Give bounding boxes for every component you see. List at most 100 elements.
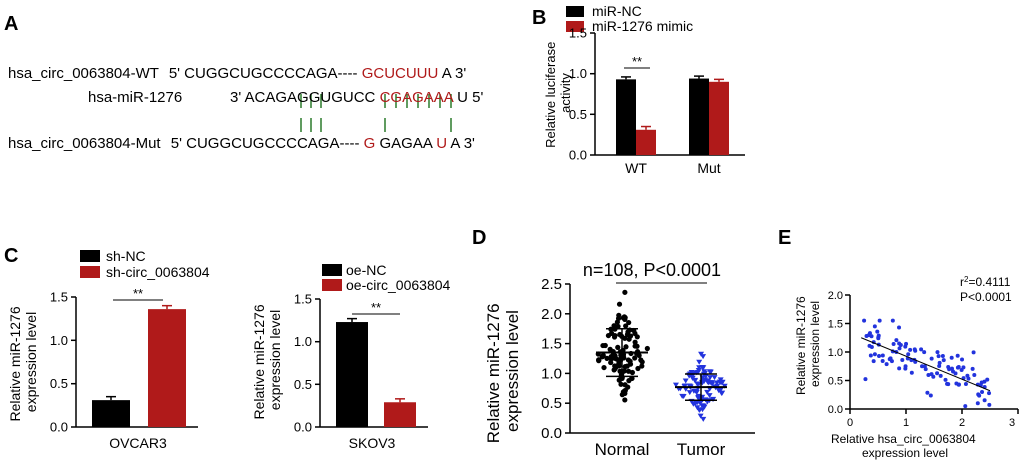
d-point-normal-48 [622, 397, 628, 403]
c2-y-ticks [315, 298, 320, 428]
d-point-normal-95 [619, 392, 625, 398]
c1-significance-label: ** [133, 286, 143, 301]
e-point-94 [912, 347, 917, 352]
e-point-54 [970, 366, 975, 371]
c2-bar-skov3-1 [384, 402, 416, 427]
e-point-52 [900, 357, 905, 362]
d-point-normal-93 [617, 331, 623, 338]
e-point-28 [975, 401, 980, 406]
legend-swatch-sh-circ [80, 266, 100, 278]
b-ytick-0: 0.0 [569, 148, 587, 163]
wt-suffix: A 3' [442, 65, 467, 82]
c1-bars [92, 304, 186, 427]
e-point-60 [888, 356, 893, 361]
d-point-normal-57 [626, 319, 632, 326]
mir-suffix: U 5' [457, 89, 483, 106]
d-point-normal-83 [607, 346, 613, 352]
legend-swatch-oe-circ [322, 279, 342, 291]
d-point-normal-34 [616, 301, 623, 307]
d-point-normal-59 [625, 384, 631, 390]
e-point-45 [862, 318, 867, 323]
e-point-38 [955, 353, 960, 358]
e-point-91 [903, 364, 908, 369]
e-x-ticks [849, 409, 1019, 414]
c1-ytick-1: 0.5 [50, 376, 68, 391]
d-ytick-1: 0.5 [541, 395, 562, 412]
d-point-tumor-69 [713, 380, 720, 386]
panel-d-letter: D [472, 227, 486, 249]
d-point-normal-62 [625, 368, 632, 374]
c2-xtick-skov3: SKOV3 [349, 435, 396, 451]
b-ylabel-line2: activity [558, 73, 573, 113]
panel-b: B miR-NC miR-1276 mimic Relative lucifer… [532, 3, 745, 176]
mut-mutated-1: G [364, 135, 376, 152]
mut-mutated-2: U [436, 135, 447, 152]
wt-name: hsa_circ_0063804-WT [8, 65, 159, 82]
mut-prefix: 5' CUGGCUGCCCCAGA---- [171, 135, 360, 152]
e-point-58 [894, 338, 899, 343]
e-point-42 [928, 393, 933, 398]
e-point-79 [871, 359, 876, 364]
d-point-normal-96 [601, 364, 607, 371]
c2-ytick-3: 1.5 [294, 292, 312, 307]
mir-prefix: 3' ACAGAGGUGUCC [230, 89, 376, 106]
c1-ylabel: Relative miR-1276 expression level [7, 302, 39, 421]
legend-swatch-oe-nc [322, 264, 342, 276]
d-point-tumor-56 [698, 403, 705, 409]
d-point-tumor-102 [689, 375, 696, 381]
panel-a-letter: A [4, 13, 18, 35]
mut-sequence-line: hsa_circ_0063804-Mut 5' CUGGCUGCCCCAGA--… [8, 135, 475, 152]
c2-ylabel-line2: expression level [267, 310, 283, 410]
c2-significance-label: ** [371, 300, 381, 315]
e-point-96 [985, 377, 990, 382]
c1-y-tick-labels: 0.0 0.5 1.0 1.5 [50, 290, 68, 435]
wt-pairing-lines [300, 94, 452, 108]
c2-ylabel-line1: Relative miR-1276 [251, 304, 267, 419]
e-ytick-4: 2.0 [828, 290, 843, 302]
d-point-tumor-80 [686, 383, 693, 389]
d-point-normal-86 [632, 343, 638, 349]
d-point-normal-105 [622, 289, 628, 295]
d-xtick-tumor: Tumor [677, 440, 726, 459]
e-point-67 [945, 381, 950, 386]
d-point-normal-17 [608, 359, 614, 366]
e-point-62 [972, 373, 977, 378]
d-point-normal-77 [624, 363, 630, 369]
e-r2-value: =0.4111 [968, 275, 1010, 289]
legend-label-oe-nc: oe-NC [346, 262, 386, 278]
d-ytick-3: 1.5 [541, 336, 562, 353]
e-point-105 [919, 347, 924, 352]
e-point-104 [869, 345, 874, 350]
panel-c-letter: C [4, 245, 18, 267]
d-point-tumor-103 [695, 395, 702, 401]
e-fit-line [861, 337, 991, 392]
d-point-normal-89 [615, 323, 621, 330]
e-point-36 [922, 350, 927, 355]
e-ytick-1: 0.5 [828, 376, 843, 388]
e-point-88 [935, 350, 940, 355]
e-point-72 [866, 333, 871, 338]
d-point-normal-107 [636, 352, 642, 359]
e-point-30 [875, 329, 880, 334]
c2-bars [336, 317, 416, 427]
e-point-68 [920, 364, 925, 369]
e-p-annotation: P<0.0001 [960, 290, 1012, 304]
legend-swatch-sh-nc [80, 250, 100, 262]
c2-y-tick-labels: 0.0 0.5 1.0 1.5 [294, 292, 312, 435]
wt-seed: GCUCUUU [362, 65, 439, 82]
d-point-normal-106 [639, 363, 645, 369]
e-xlabel: Relative hsa_circ_0063804 expression lev… [831, 432, 979, 460]
mut-mid: GAGAA [379, 135, 432, 152]
d-point-normal-42 [627, 358, 633, 364]
d-point-tumor-13 [686, 390, 693, 396]
e-point-76 [877, 353, 882, 358]
d-point-tumor-85 [706, 393, 713, 399]
c2-ytick-0: 0.0 [294, 420, 312, 435]
e-ytick-3: 1.5 [828, 319, 843, 331]
e-xlabel-line2: expression level [862, 446, 948, 460]
e-point-34 [937, 364, 942, 369]
e-point-37 [937, 360, 942, 365]
d-point-tumor-70 [682, 378, 689, 384]
b-bar-mut-1 [709, 81, 729, 155]
d-points [595, 289, 728, 422]
